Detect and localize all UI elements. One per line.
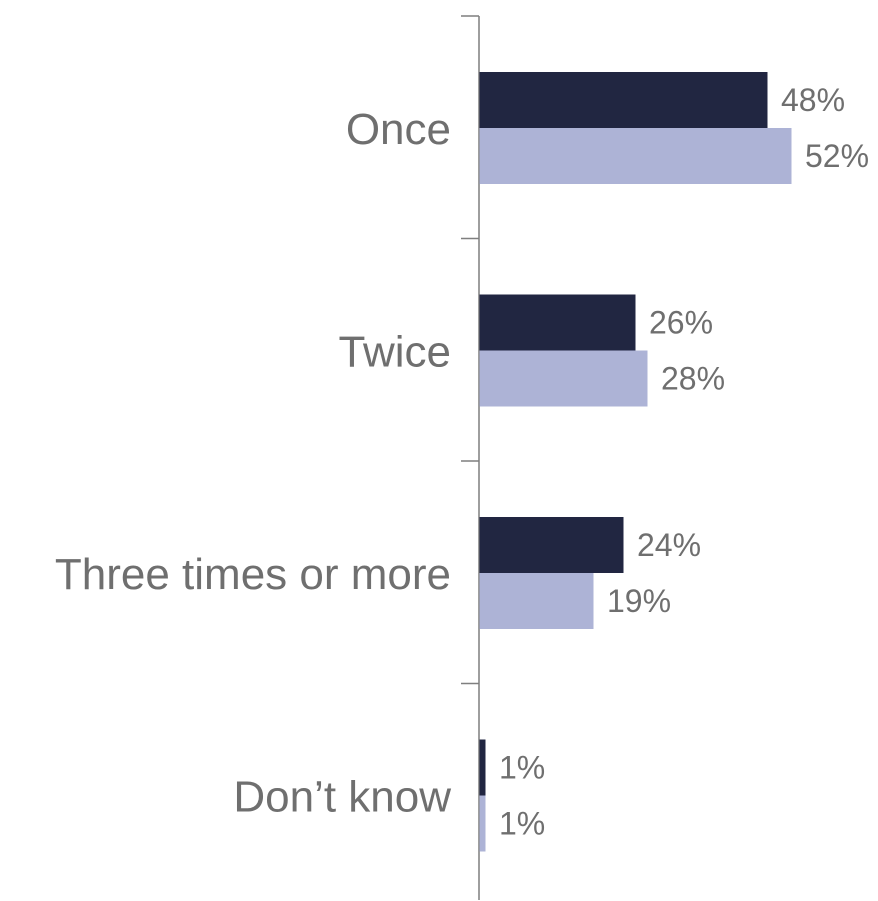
category-label: Once <box>346 105 451 154</box>
bar-series-1 <box>479 739 486 796</box>
data-label: 24% <box>637 527 701 563</box>
data-label: 1% <box>499 750 545 786</box>
category-label: Twice <box>339 328 451 377</box>
bar-series-2 <box>479 128 792 184</box>
bar-series-2 <box>479 573 594 629</box>
category-axis <box>461 15 480 900</box>
labels: Once 48% 52% Twice 26% 28% Three times or more… <box>55 82 869 842</box>
bar-series-1 <box>479 517 624 573</box>
data-label: 52% <box>805 138 869 174</box>
data-label: 19% <box>607 583 671 619</box>
data-label: 1% <box>499 806 545 842</box>
data-label: 48% <box>781 82 845 118</box>
data-label: 26% <box>649 305 713 341</box>
data-label: 28% <box>661 361 725 397</box>
category-label: Three times or more <box>55 550 451 599</box>
bar-series-1 <box>479 72 768 128</box>
bar-series-2 <box>479 350 648 407</box>
bars <box>479 72 792 852</box>
category-label: Don’t know <box>233 773 451 822</box>
bar-series-1 <box>479 294 636 351</box>
bar-series-2 <box>479 795 486 852</box>
